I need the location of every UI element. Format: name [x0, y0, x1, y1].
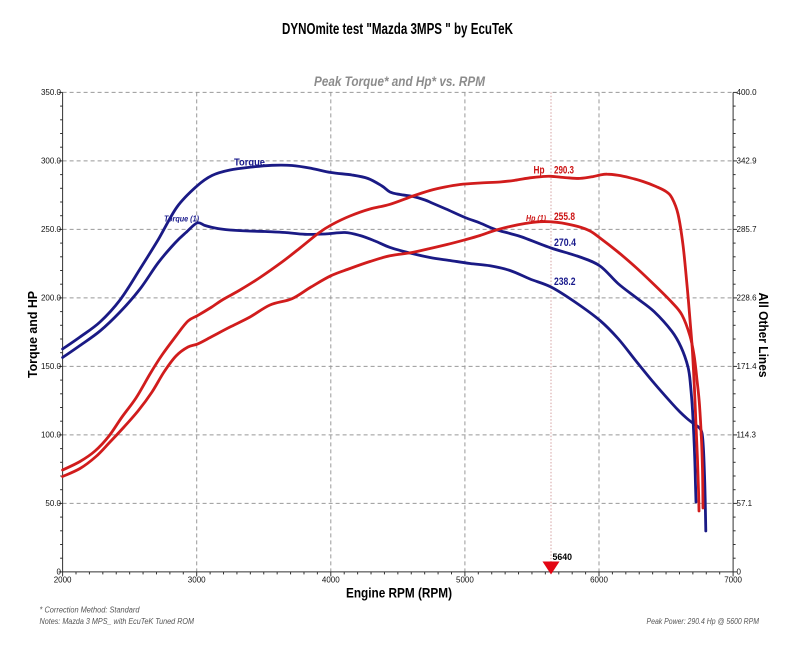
svg-text:0: 0	[737, 568, 742, 577]
svg-text:5640: 5640	[553, 552, 573, 562]
svg-text:255.8: 255.8	[554, 211, 575, 223]
svg-text:Torque and HP: Torque and HP	[25, 291, 40, 378]
svg-text:300.0: 300.0	[41, 157, 62, 166]
svg-text:All Other Lines: All Other Lines	[756, 293, 771, 378]
svg-text:171.4: 171.4	[737, 362, 758, 371]
svg-text:290.3: 290.3	[554, 164, 574, 176]
svg-text:57.1: 57.1	[737, 499, 753, 508]
svg-text:3000: 3000	[188, 576, 206, 585]
svg-text:150.0: 150.0	[41, 362, 62, 371]
svg-text:400.0: 400.0	[737, 88, 758, 97]
svg-text:Notes: Mazda 3 MPS_ with EcuTe: Notes: Mazda 3 MPS_ with EcuTeK Tuned RO…	[40, 617, 195, 626]
svg-text:50.0: 50.0	[45, 499, 61, 508]
svg-text:114.3: 114.3	[737, 431, 757, 440]
svg-text:Engine RPM (RPM): Engine RPM (RPM)	[346, 584, 452, 600]
svg-text:7000: 7000	[724, 576, 742, 585]
svg-text:285.7: 285.7	[737, 225, 758, 234]
svg-text:Peak Power: 290.4 Hp @ 5600 RP: Peak Power: 290.4 Hp @ 5600 RPM	[647, 617, 760, 626]
svg-text:238.2: 238.2	[554, 276, 576, 288]
svg-text:228.6: 228.6	[737, 294, 758, 303]
svg-text:* Correction Method: Standard: * Correction Method: Standard	[40, 605, 141, 614]
svg-text:4000: 4000	[322, 576, 340, 585]
svg-text:Hp (1): Hp (1)	[526, 214, 546, 223]
svg-text:Hp: Hp	[534, 164, 545, 176]
svg-text:Peak Torque* and Hp* vs. RPM: Peak Torque* and Hp* vs. RPM	[314, 74, 486, 89]
svg-text:270.4: 270.4	[554, 237, 577, 249]
svg-text:Torque: Torque	[234, 157, 265, 169]
svg-text:342.9: 342.9	[737, 157, 758, 166]
svg-text:5000: 5000	[456, 576, 474, 585]
svg-text:350.0: 350.0	[41, 88, 62, 97]
svg-text:200.0: 200.0	[41, 294, 62, 303]
svg-text:0: 0	[57, 568, 62, 577]
svg-text:2000: 2000	[54, 576, 72, 585]
svg-text:DYNOmite test "Mazda 3MPS " by: DYNOmite test "Mazda 3MPS " by EcuTeK	[282, 21, 514, 38]
svg-text:Torque (1): Torque (1)	[164, 215, 199, 224]
svg-text:250.0: 250.0	[41, 225, 62, 234]
svg-text:6000: 6000	[590, 576, 608, 585]
svg-text:100.0: 100.0	[41, 431, 62, 440]
